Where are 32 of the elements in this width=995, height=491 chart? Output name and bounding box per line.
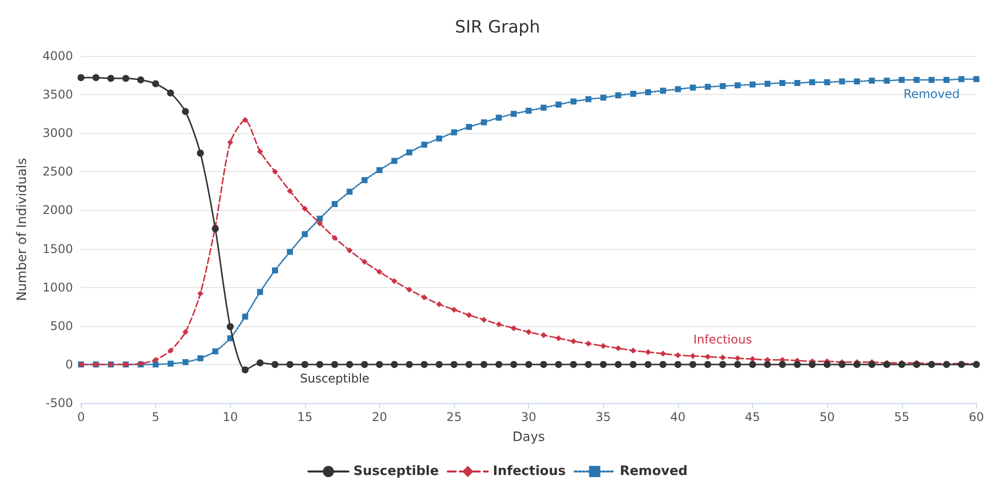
y-tick-label: 2000 — [42, 203, 73, 218]
x-tick-label: 40 — [670, 410, 686, 424]
chart-title: SIR Graph — [454, 18, 540, 38]
x-tick-label: 50 — [819, 410, 835, 424]
y-tick-label: -500 — [46, 396, 73, 410]
legend-label: Susceptible — [353, 464, 440, 479]
x-tick-label: 0 — [77, 410, 85, 424]
y-tick-label: 1500 — [42, 242, 73, 256]
x-tick-label: 15 — [297, 410, 312, 424]
y-tick-label: 4000 — [42, 49, 73, 63]
y-tick-label: 500 — [50, 318, 73, 333]
y-tick-label: 1000 — [42, 280, 73, 294]
y-axis-title: Number of Individuals — [15, 158, 30, 302]
x-axis-title: Days — [512, 430, 546, 445]
x-tick-label: 55 — [894, 410, 910, 424]
x-tick-label: 10 — [222, 410, 238, 424]
text: Susceptible — [300, 371, 370, 386]
x-tick-label: 30 — [521, 410, 536, 424]
legend-label: Infectious — [492, 464, 566, 479]
x-tick-label: 60 — [968, 410, 984, 424]
text: Infectious — [693, 332, 752, 347]
x-tick-label: 25 — [446, 410, 462, 424]
text: Removed — [903, 86, 960, 101]
y-tick-label: 3000 — [42, 126, 73, 140]
y-tick-label: 2500 — [42, 164, 73, 179]
y-tick-label: 0 — [65, 357, 73, 372]
legend-label: Removed — [620, 464, 688, 479]
x-tick-label: 5 — [152, 410, 160, 424]
x-tick-label: 35 — [596, 410, 611, 424]
y-tick-label: 3500 — [42, 88, 73, 102]
x-tick-label: 45 — [744, 410, 760, 424]
x-tick-label: 20 — [372, 410, 388, 424]
